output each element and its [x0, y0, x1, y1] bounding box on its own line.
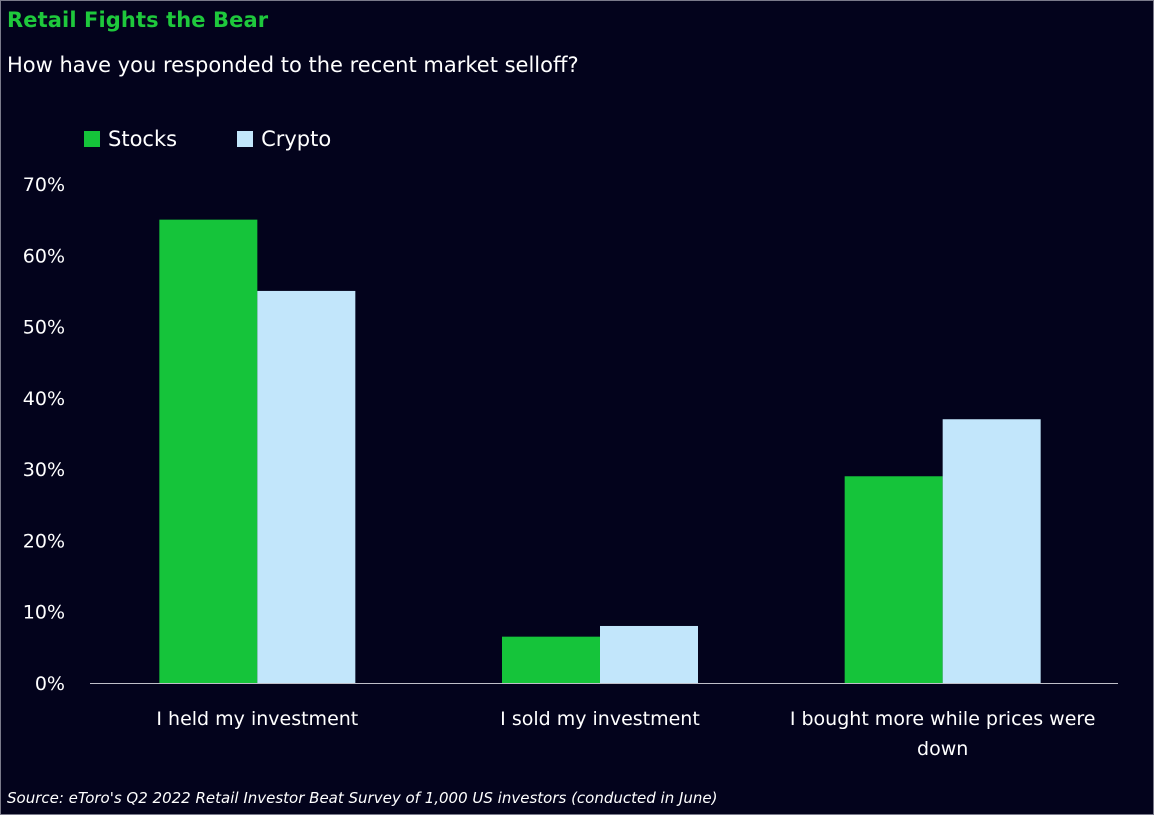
legend-item-stocks: Stocks — [84, 127, 177, 151]
source-note: Source: eToro's Q2 2022 Retail Investor … — [7, 789, 718, 807]
legend-label-stocks: Stocks — [108, 127, 178, 151]
legend: Stocks Crypto — [84, 127, 391, 151]
y-tick-label: 50% — [23, 317, 65, 339]
bar-crypto — [600, 625, 698, 683]
legend-swatch-crypto — [237, 131, 254, 147]
legend-swatch-stocks — [84, 131, 100, 147]
y-tick-label: 40% — [23, 388, 65, 410]
y-tick-label: 10% — [23, 602, 65, 624]
x-category-label: I held my investment — [156, 708, 358, 730]
x-category-label: I bought more while prices were down — [790, 708, 1096, 760]
y-tick-label: 60% — [23, 245, 65, 267]
chart-title: Retail Fights the Bear — [7, 8, 269, 32]
legend-label-crypto: Crypto — [261, 127, 332, 151]
y-tick-label: 0% — [35, 673, 65, 695]
x-category-label: I sold my investment — [500, 708, 700, 730]
bar-stocks — [159, 219, 258, 683]
chart-subtitle: How have you responded to the recent mar… — [7, 53, 579, 77]
bar-crypto — [942, 419, 1041, 683]
bar-stocks — [844, 476, 943, 683]
y-tick-label: 30% — [23, 459, 65, 481]
bar-stocks — [502, 636, 600, 683]
legend-item-crypto: Crypto — [237, 127, 331, 151]
y-tick-label: 20% — [23, 530, 65, 552]
y-tick-label: 70% — [23, 174, 65, 196]
bar-crypto — [257, 290, 356, 683]
